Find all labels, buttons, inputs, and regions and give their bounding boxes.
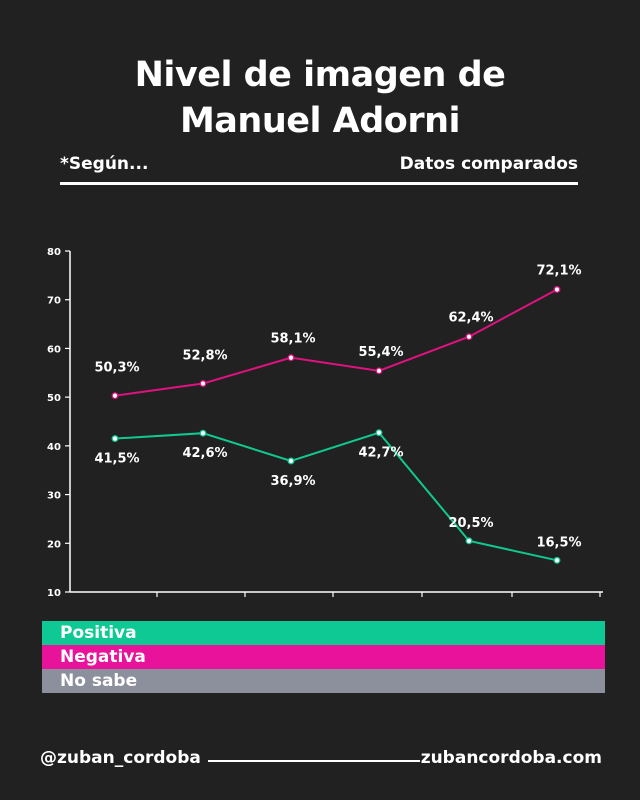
- chart-title: Nivel de imagen de Manuel Adorni: [0, 52, 640, 144]
- legend-no-sabe: No sabe: [42, 669, 605, 693]
- data-label: 55,4%: [358, 345, 403, 360]
- y-tick-label: 70: [47, 296, 61, 307]
- y-tick-label: 80: [47, 247, 61, 258]
- data-label: 72,1%: [536, 263, 581, 278]
- data-point: [465, 537, 473, 545]
- title-line-2: Manuel Adorni: [179, 101, 461, 141]
- subtitle-left: *Según...: [60, 154, 149, 174]
- data-point: [465, 333, 473, 341]
- legend-label: Negativa: [60, 647, 146, 667]
- footer-divider: [208, 760, 420, 762]
- data-label: 16,5%: [536, 535, 581, 550]
- subtitle-right: Datos comparados: [399, 154, 578, 174]
- y-tick-label: 60: [47, 344, 61, 355]
- data-label: 52,8%: [182, 349, 227, 364]
- y-tick-label: 30: [47, 491, 61, 502]
- footer-handle: @zuban_cordoba: [40, 748, 201, 768]
- title-line-1: Nivel de imagen de: [134, 55, 506, 95]
- subtitle-bar: *Según... Datos comparados: [60, 152, 578, 185]
- data-label: 62,4%: [448, 311, 493, 326]
- data-point: [553, 286, 561, 293]
- data-label: 41,5%: [94, 452, 139, 467]
- data-point: [287, 354, 295, 362]
- data-point: [287, 457, 295, 465]
- legend-label: No sabe: [60, 671, 138, 691]
- data-point: [199, 429, 207, 437]
- data-label: 42,7%: [358, 446, 403, 461]
- data-label: 36,9%: [270, 474, 315, 489]
- legend-negativa: Negativa: [42, 645, 605, 669]
- data-label: 58,1%: [270, 332, 315, 347]
- data-point: [375, 429, 383, 437]
- line-chart: 10 20 30 40 50 60 70 80 50,3% 52,8% 58,1% 55,4% 62,4…: [47, 247, 603, 599]
- data-label: 50,3%: [94, 361, 139, 376]
- y-tick-label: 40: [47, 442, 61, 453]
- legend-positiva: Positiva: [42, 621, 605, 645]
- data-point: [111, 435, 119, 442]
- data-point: [199, 380, 207, 387]
- series-line-negativa: [114, 288, 558, 397]
- legend-label: Positiva: [60, 623, 137, 643]
- data-point: [553, 556, 561, 564]
- data-label: 42,6%: [182, 446, 227, 461]
- data-point: [375, 367, 383, 375]
- footer-website[interactable]: zubancordoba.com: [420, 748, 602, 768]
- data-point: [111, 392, 119, 400]
- y-tick-label: 10: [47, 588, 61, 599]
- y-tick-label: 20: [47, 539, 61, 550]
- y-tick-label: 50: [47, 393, 61, 404]
- series-line-positiva: [114, 431, 558, 562]
- data-label: 20,5%: [448, 516, 493, 531]
